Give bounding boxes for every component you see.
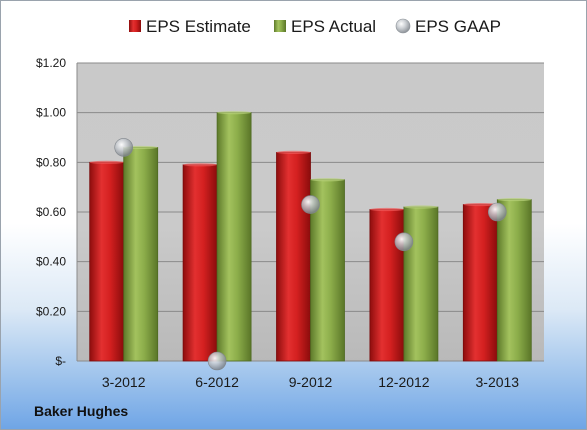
estimate-bar — [276, 151, 311, 362]
x-axis-ticks: 3-2012 6-2012 9-2012 12-2012 3-2013 — [102, 374, 519, 390]
gaap-marker — [114, 138, 133, 157]
legend-swatch-actual — [274, 20, 286, 32]
company-label: Baker Hughes — [34, 403, 128, 419]
x-tick-label: 3-2013 — [476, 374, 520, 390]
estimate-bar-highlight — [276, 150, 311, 154]
actual-bar-highlight — [217, 111, 252, 115]
y-tick-label: $0.40 — [36, 255, 66, 269]
bars — [89, 111, 532, 362]
gaap-marker — [394, 232, 414, 252]
y-tick-label: $0.80 — [36, 155, 66, 169]
actual-bar — [123, 147, 159, 362]
actual-bar-highlight — [497, 197, 532, 202]
gaap-marker — [487, 202, 507, 222]
actual-bar — [496, 199, 532, 362]
legend-label-gaap: EPS GAAP — [415, 17, 501, 36]
estimate-bar — [462, 204, 498, 362]
estimate-bar — [89, 161, 125, 362]
actual-bar-highlight — [403, 205, 438, 209]
y-tick-label: $- — [55, 354, 66, 368]
legend: EPS Estimate EPS Actual EPS GAAP — [129, 17, 501, 36]
y-tick-label: $1.20 — [36, 56, 66, 70]
x-tick-label: 3-2012 — [102, 374, 146, 390]
gaap-marker — [207, 351, 227, 371]
legend-label-estimate: EPS Estimate — [146, 17, 251, 36]
y-tick-label: $0.20 — [36, 304, 66, 318]
legend-swatch-estimate — [129, 20, 141, 32]
legend-label-actual: EPS Actual — [291, 17, 376, 36]
estimate-bar — [369, 209, 405, 362]
estimate-bar-highlight — [369, 207, 404, 212]
x-tick-label: 6-2012 — [195, 374, 239, 390]
actual-bar — [403, 206, 439, 362]
actual-bar — [216, 112, 252, 362]
estimate-bar-highlight — [463, 202, 498, 207]
x-tick-label: 9-2012 — [289, 374, 333, 390]
gaap-markers — [114, 138, 507, 371]
y-tick-label: $1.00 — [36, 106, 66, 120]
estimate-bar — [182, 164, 218, 362]
estimate-bar-highlight — [183, 163, 218, 167]
gaap-marker — [301, 195, 320, 214]
estimate-bar-highlight — [89, 160, 124, 164]
y-axis-ticks: $- $0.20 $0.40 $0.60 $0.80 $1.00 $1.20 — [36, 56, 66, 368]
x-tick-label: 12-2012 — [378, 374, 430, 390]
y-tick-label: $0.60 — [36, 205, 66, 219]
legend-swatch-gaap — [395, 18, 411, 34]
actual-bar-highlight — [310, 178, 345, 182]
